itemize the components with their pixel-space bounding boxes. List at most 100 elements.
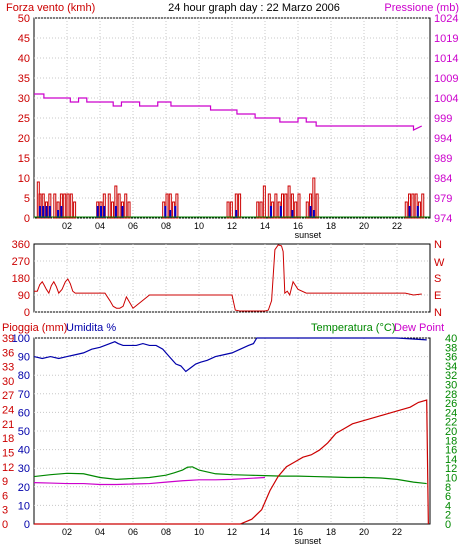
x-tick-label: 12 xyxy=(227,221,237,231)
left-tick-label: 180 xyxy=(12,273,30,285)
temperature-tick-label: 24 xyxy=(445,407,457,419)
wind-avg-bar xyxy=(169,210,172,218)
right-tick-label: 994 xyxy=(434,133,452,145)
rain-tick-label: 33 xyxy=(2,362,14,374)
left-tick-label: 90 xyxy=(18,290,30,302)
rain-tick-label: 39 xyxy=(2,333,14,345)
temperature-tick-label: 10 xyxy=(445,473,457,485)
wind-avg-bar xyxy=(38,206,41,218)
x-tick-label: 22 xyxy=(392,221,402,231)
right-tick-label: 1024 xyxy=(434,13,458,25)
temperature-tick-label: 8 xyxy=(445,482,451,494)
right-tick-label: 1014 xyxy=(434,53,458,65)
header-title: 24 hour graph day : 22 Marzo 2006 xyxy=(168,2,340,14)
wind-direction-line xyxy=(34,244,422,312)
temperature-tick-label: 14 xyxy=(445,454,457,466)
wind-avg-bar xyxy=(48,206,51,218)
wind-gust-bar xyxy=(274,193,278,219)
wind-gust-bar xyxy=(297,193,301,219)
wind-avg-bar xyxy=(45,206,48,218)
left-tick-label: 0 xyxy=(24,307,30,319)
x-tick-label: 20 xyxy=(359,527,369,537)
humidity-tick-label: 70 xyxy=(18,389,30,401)
rain-tick-label: 18 xyxy=(2,433,14,445)
wind-gust-bar xyxy=(69,193,73,219)
wind-gust-bar xyxy=(262,185,266,219)
left-tick-label: 30 xyxy=(18,93,30,105)
wind-gust-bar xyxy=(53,193,57,219)
temperature-tick-label: 40 xyxy=(445,333,457,345)
temperature-tick-label: 0 xyxy=(445,519,451,531)
x-annotation: sunset xyxy=(295,536,322,546)
rain-humidity-temp-panel: 0102030405060708090100036912151821242730… xyxy=(2,333,457,546)
left-tick-label: 10 xyxy=(18,173,30,185)
wind-gust-bar xyxy=(259,201,263,219)
temperature-tick-label: 28 xyxy=(445,389,457,401)
right-tick-label: 1009 xyxy=(434,73,458,85)
rain-tick-label: 15 xyxy=(2,447,14,459)
wind-gust-bar xyxy=(66,193,70,219)
humidity-tick-label: 30 xyxy=(18,463,30,475)
wind-gust-bar xyxy=(287,185,291,219)
left-tick-label: 25 xyxy=(18,113,30,125)
x-tick-label: 04 xyxy=(95,527,105,537)
humidity-tick-label: 50 xyxy=(18,426,30,438)
wind-pressure-panel: 0 5 10 15 20 25 30 35 40 45 50 974 979 984 989 994 999 10… xyxy=(18,13,459,240)
temperature-tick-label: 4 xyxy=(445,500,451,512)
temperature-tick-label: 38 xyxy=(445,342,457,354)
wind-avg-bar xyxy=(291,210,294,218)
header-right-label: Pressione (mb) xyxy=(384,2,459,14)
rain-tick-label: 12 xyxy=(2,462,14,474)
right-tick-label: 1004 xyxy=(434,93,458,105)
rain-tick-label: 21 xyxy=(2,419,14,431)
x-tick-label: 20 xyxy=(359,221,369,231)
x-tick-label: 10 xyxy=(194,221,204,231)
rain-tick-label: 6 xyxy=(2,490,8,502)
wind-avg-bar xyxy=(312,210,315,218)
humidity-tick-label: 10 xyxy=(18,500,30,512)
humidity-tick-label: 100 xyxy=(12,333,30,345)
x-tick-label: 14 xyxy=(260,527,270,537)
humidity-tick-label: 80 xyxy=(18,370,30,382)
x-annotation: sunset xyxy=(295,230,322,240)
temperature-tick-label: 30 xyxy=(445,380,457,392)
temperature-label: Temperatura (°C) xyxy=(311,322,395,334)
wind-avg-bar xyxy=(103,206,106,218)
wind-gust-bar xyxy=(404,201,408,219)
humidity-label: Umidita % xyxy=(66,322,116,334)
wind-avg-bar xyxy=(235,210,238,218)
rain-tick-label: 3 xyxy=(2,505,8,517)
x-tick-label: 06 xyxy=(128,221,138,231)
temperature-tick-label: 2 xyxy=(445,510,451,522)
right-tick-label: N xyxy=(434,239,442,251)
x-tick-label: 02 xyxy=(62,527,72,537)
wind-gust-bar xyxy=(111,201,115,219)
right-tick-label: 974 xyxy=(434,213,452,225)
wind-gust-bar xyxy=(256,201,260,219)
dewpoint-label: Dew Point xyxy=(394,322,444,334)
wind-gust-bar xyxy=(229,201,233,219)
right-tick-label: N xyxy=(434,307,442,319)
humidity-tick-label: 90 xyxy=(18,352,30,364)
left-tick-label: 40 xyxy=(18,53,30,65)
right-tick-label: 989 xyxy=(434,153,452,165)
rain-tick-label: 36 xyxy=(2,347,14,359)
right-tick-label: W xyxy=(434,257,445,269)
left-tick-label: 5 xyxy=(24,193,30,205)
x-tick-label: 18 xyxy=(326,527,336,537)
wind-avg-bar xyxy=(164,206,167,218)
temperature-tick-label: 36 xyxy=(445,352,457,364)
humidity-tick-label: 0 xyxy=(24,519,30,531)
wind-avg-bar xyxy=(57,210,60,218)
temperature-tick-label: 32 xyxy=(445,370,457,382)
right-tick-label: S xyxy=(434,273,441,285)
left-tick-label: 50 xyxy=(18,13,30,25)
wind-gust-bar xyxy=(411,193,415,219)
wind-gust-bar xyxy=(305,201,309,219)
pressure-line xyxy=(34,93,423,131)
temperature-tick-label: 18 xyxy=(445,435,457,447)
temperature-tick-label: 16 xyxy=(445,445,457,457)
x-tick-label: 22 xyxy=(392,527,402,537)
wind-avg-bar xyxy=(309,206,312,218)
